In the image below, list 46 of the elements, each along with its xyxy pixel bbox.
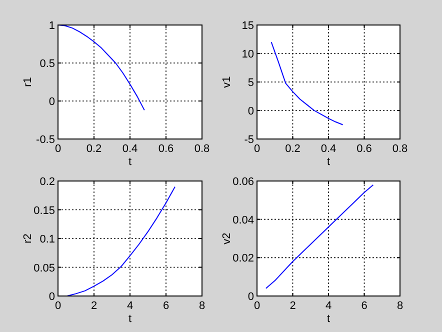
x-tick-label: 4	[325, 300, 332, 312]
y-tick-label: 0	[248, 106, 254, 118]
x-tick-label: 8	[198, 300, 206, 312]
x-tick-label: 6	[162, 300, 170, 312]
x-axis-title: t	[128, 156, 132, 168]
x-tick-label: 0.8	[392, 143, 408, 155]
y-tick-label: 0.1	[40, 234, 55, 246]
y-axis-title: r1	[22, 77, 34, 87]
x-tick-label: 6	[361, 300, 368, 312]
y-tick-label: 0.2	[40, 176, 55, 188]
y-axis-title: v2	[221, 232, 233, 244]
y-tick-label: 0.06	[232, 176, 254, 188]
y-tick-label: 1	[48, 20, 55, 32]
y-tick-label: 0.05	[34, 262, 55, 274]
y-tick-label: 0	[248, 291, 254, 303]
line-series	[270, 42, 344, 126]
line-series	[66, 186, 176, 296]
x-tick-label: 0.4	[122, 143, 138, 155]
x-tick-label: 0.6	[158, 143, 174, 155]
x-tick-label: 0.2	[86, 143, 102, 155]
x-axis-title: t	[326, 313, 330, 325]
line-series	[265, 184, 374, 289]
y-axis-title: v1	[221, 76, 233, 88]
x-tick-label: 0.2	[285, 143, 300, 155]
x-tick-label: 0.8	[194, 143, 210, 155]
x-axis-title: t	[326, 156, 330, 168]
y-tick-label: 0	[48, 96, 55, 108]
y-axis-title: r2	[22, 234, 34, 244]
y-tick-label: 15	[242, 20, 254, 32]
x-tick-label: 2	[90, 300, 98, 312]
x-tick-label: 0.6	[356, 143, 372, 155]
y-tick-label: 0.04	[232, 214, 254, 226]
x-tick-label: 0.4	[320, 143, 336, 155]
x-tick-label: 2	[290, 300, 296, 312]
x-tick-label: 4	[126, 300, 134, 312]
y-tick-label: -5	[244, 134, 254, 146]
y-tick-label: 10	[242, 48, 254, 60]
y-tick-label: 0.15	[34, 204, 55, 217]
y-tick-label: 0.02	[232, 252, 254, 265]
y-tick-label: 0	[48, 291, 55, 303]
x-tick-label: 8	[396, 300, 404, 312]
line-series	[58, 24, 145, 111]
y-tick-label: 0.5	[40, 58, 55, 70]
x-axis-title: t	[128, 313, 132, 325]
y-tick-label: 5	[248, 77, 254, 89]
y-tick-label: -0.5	[36, 134, 55, 146]
